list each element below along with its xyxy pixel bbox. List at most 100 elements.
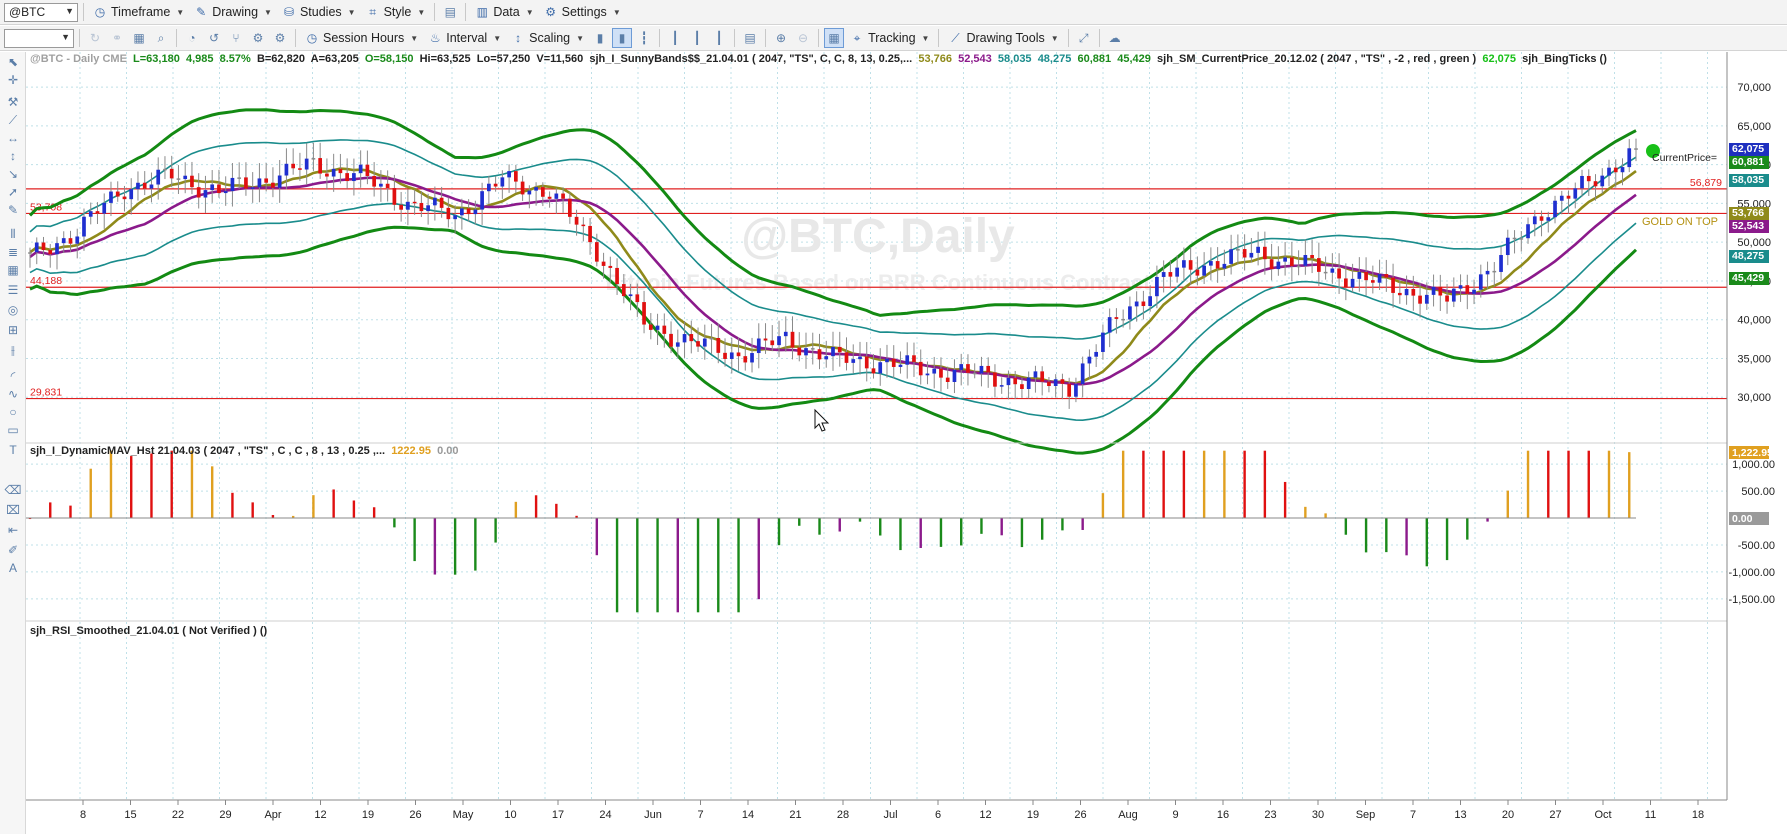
data-button[interactable]: ▥ Data ▼ — [471, 2, 537, 23]
symbol-combo[interactable]: @BTC ▼ — [4, 2, 78, 22]
candle-body — [1526, 224, 1530, 239]
candle-body — [1263, 246, 1267, 260]
scaling-button[interactable]: ↕ Scaling ▼ — [507, 28, 588, 49]
cycle-icon[interactable]: ↺ — [208, 31, 220, 45]
cursor-grid-icon[interactable]: ▦ — [824, 28, 845, 48]
candle-body — [1074, 384, 1078, 397]
text-icon[interactable]: T — [9, 443, 17, 457]
horizontal-line-icon[interactable]: ↔ — [7, 131, 19, 145]
time-icon[interactable]: ⫲ — [11, 342, 15, 357]
histogram-bar — [1304, 506, 1307, 519]
candle-body — [61, 238, 66, 244]
arc-icon[interactable]: ◜ — [10, 369, 16, 383]
grid-icon[interactable]: ▦ — [133, 31, 145, 45]
inner-band-lower — [29, 202, 1637, 422]
bars-spacing-icon[interactable]: ┃ — [715, 31, 723, 45]
layout-icon[interactable]: ▤ — [744, 31, 756, 45]
drawing-button[interactable]: ✎ Drawing ▼ — [190, 2, 276, 23]
candle-body — [1620, 167, 1625, 173]
mav-value: 1222.95 — [391, 445, 431, 457]
trendline-icon[interactable]: ⟋ — [8, 112, 18, 127]
style-button[interactable]: ⌗ Style ▼ — [362, 2, 430, 23]
vertical-line-icon[interactable]: ↕ — [10, 149, 16, 163]
pen-icon[interactable]: ✎ — [7, 203, 19, 217]
candle-body — [1613, 167, 1618, 173]
candle-body — [406, 201, 410, 210]
timeframe-label: Timeframe — [111, 5, 171, 19]
studies-button[interactable]: ⛁ Studies ▼ — [278, 2, 360, 23]
wrench-icon[interactable]: ⚒ — [7, 95, 19, 109]
session-hours-button[interactable]: ◷ Session Hours ▼ — [301, 28, 422, 49]
legend-band-value: 45,429 — [1117, 53, 1151, 65]
label-icon[interactable]: A — [8, 561, 17, 575]
arrow-icon[interactable]: ➚ — [7, 185, 19, 199]
level-label: 56,879 — [1690, 177, 1722, 189]
outer-band-upper — [28, 108, 1637, 317]
delete-drawing-icon[interactable]: ⌧ — [6, 503, 20, 517]
network-icon[interactable]: ⚙ — [252, 31, 264, 45]
ray-icon[interactable]: ↘ — [7, 167, 19, 181]
candle-body — [1384, 274, 1389, 278]
bars-right-icon[interactable]: ┃ — [693, 31, 701, 45]
highlighter-icon[interactable]: ✐ — [7, 543, 19, 557]
histogram-bar — [514, 501, 518, 519]
settings-button[interactable]: ⚙ Settings ▼ — [540, 2, 625, 23]
settings-icon[interactable]: ⚙ — [274, 31, 286, 45]
spiral-icon[interactable]: ◎ — [7, 303, 19, 317]
branch-icon[interactable]: ⑂ — [232, 31, 240, 45]
date-axis-label: 14 — [742, 809, 754, 821]
chevron-down-icon: ▼ — [417, 7, 426, 17]
cycle-icon[interactable]: ⊞ — [7, 323, 19, 337]
histogram-bar — [777, 518, 781, 546]
channel-icon[interactable]: ⫴ — [10, 226, 16, 241]
date-axis-label: 30 — [1312, 809, 1324, 821]
candle-body — [1593, 181, 1598, 187]
gann-icon[interactable]: ▦ — [7, 263, 19, 277]
pointer-icon[interactable]: ⬉ — [7, 55, 19, 69]
curve-icon[interactable]: ∿ — [7, 387, 19, 401]
candle-chart-icon[interactable]: ▮ — [612, 28, 633, 48]
crosshair-icon[interactable]: ✛ — [7, 73, 19, 87]
candle-body — [1202, 265, 1206, 276]
zoom-in-icon[interactable]: ⊕ — [776, 31, 787, 45]
ohlc-chart-icon[interactable]: ┇ — [640, 31, 648, 45]
circle-icon[interactable]: ○ — [9, 405, 17, 419]
histogram-bar — [1466, 518, 1469, 540]
style-combo[interactable]: ▼ — [4, 28, 74, 48]
speed-icon[interactable]: ◔ — [188, 31, 196, 45]
scaling-icon: ↕ — [515, 31, 522, 45]
candle-body — [898, 364, 903, 367]
fib-icon[interactable]: ≣ — [7, 245, 19, 259]
cloud-icon[interactable]: ☁ — [1108, 31, 1121, 45]
price-tag: 60,881 — [1729, 155, 1769, 169]
data-label: Data — [493, 5, 520, 19]
eraser-icon[interactable]: ⌫ — [4, 483, 22, 497]
timeframe-button[interactable]: ◷ Timeframe ▼ — [89, 2, 188, 23]
bars-left-icon[interactable]: ┃ — [671, 31, 679, 45]
trendline-icon[interactable]: ⤢ — [1078, 30, 1089, 45]
candle-body — [250, 187, 255, 189]
legend-high: Hi=63,525 — [419, 53, 471, 65]
candle-body — [1053, 379, 1058, 387]
levels-icon[interactable]: ☰ — [7, 283, 19, 297]
snap-icon[interactable]: ⇤ — [7, 523, 19, 537]
candle-body — [966, 364, 970, 373]
date-axis-label: 15 — [124, 809, 136, 821]
tracking-button[interactable]: ⌖ Tracking ▼ — [846, 28, 933, 49]
drawing-tools-button[interactable]: ⟋ Drawing Tools ▼ — [944, 28, 1062, 49]
candle-body — [986, 365, 991, 373]
histogram-bar — [858, 518, 862, 522]
zoom-out-icon[interactable]: ⊖ — [798, 31, 809, 45]
zoom-window-icon[interactable]: ⌕ — [157, 30, 165, 45]
mav-study-name: sjh_I_DynamicMAV_Hst 21.04.03 ( 2047 , "… — [30, 445, 386, 457]
date-axis-label: 8 — [80, 809, 86, 821]
histogram-bar — [332, 489, 335, 519]
rectangle-icon[interactable]: ▭ — [7, 423, 19, 437]
refresh-icon[interactable]: ↻ — [89, 31, 101, 45]
link-icon[interactable]: ⚭ — [111, 31, 123, 45]
layout-icon[interactable]: ▤ — [444, 5, 456, 19]
bar-chart-icon[interactable]: ▮ — [596, 31, 604, 45]
candle-body — [1472, 289, 1476, 294]
interval-button[interactable]: ♨ Interval ▼ — [424, 28, 505, 49]
